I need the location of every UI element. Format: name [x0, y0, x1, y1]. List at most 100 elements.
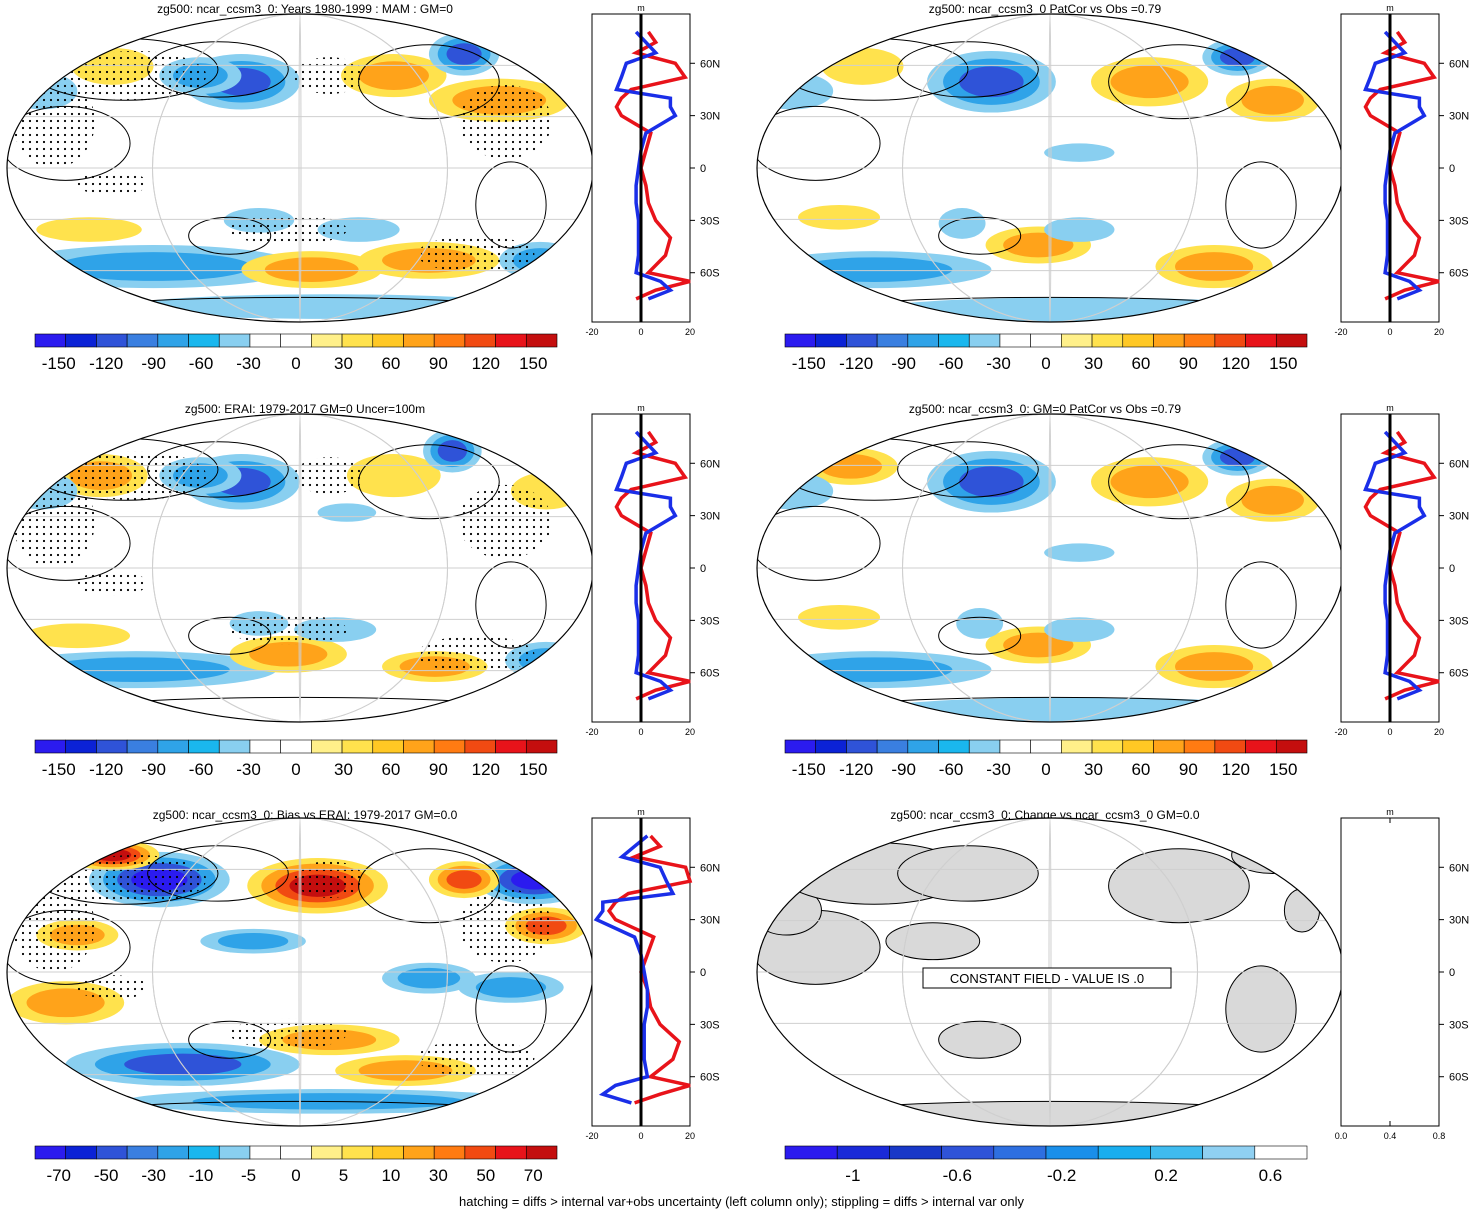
- profile-lat-label: 60S: [1449, 268, 1469, 280]
- anomaly-contour: [446, 870, 482, 889]
- colorbar-tick-label: 150: [519, 760, 547, 779]
- colorbar-swatch: [876, 739, 909, 754]
- colorbar-tick-label: -150: [792, 354, 826, 373]
- anomaly-contour: [959, 66, 1024, 98]
- coastline: [1225, 161, 1297, 249]
- anomaly-contour: [938, 208, 986, 239]
- graticule-meridian: [1048, 414, 1052, 722]
- profile-x-label: 0: [1387, 327, 1392, 337]
- coastline: [897, 441, 1039, 498]
- colorbar-swatch: [65, 739, 97, 754]
- profile-lat-label: 30S: [1449, 1019, 1469, 1031]
- anomaly-contour: [217, 932, 289, 950]
- profile-x-label: 20: [685, 327, 695, 337]
- colorbar-swatch: [1245, 739, 1277, 754]
- profile-obs: m 60N 30N 0 30S 60S -20 0 20: [585, 403, 720, 737]
- stippling: [417, 235, 535, 273]
- colorbar-tick-label: 0: [291, 760, 300, 779]
- colorbar-tick-label: 60: [381, 760, 400, 779]
- colorbar-tick-label: 90: [429, 760, 448, 779]
- colorbar-swatch: [464, 333, 496, 348]
- stippling: [77, 571, 148, 596]
- panel-title: zg500: ncar_ccsm3_0 PatCor vs Obs =0.79: [928, 2, 1162, 16]
- colorbar-tick-label: 120: [1222, 354, 1250, 373]
- graticule-meridian: [902, 818, 1198, 1126]
- profile-lat-label: 60N: [1449, 58, 1469, 70]
- anomaly-contour: [1241, 485, 1304, 515]
- colorbar-swatch: [1275, 333, 1308, 348]
- colorbar-swatch: [280, 1145, 312, 1160]
- colorbar-swatch: [372, 1145, 404, 1160]
- colorbar-swatch: [993, 1145, 1047, 1160]
- map-model-patcor: [756, 13, 1344, 323]
- colorbar-swatch: [464, 1145, 496, 1160]
- anomaly-contour: [1110, 65, 1189, 99]
- colorbar-swatch: [341, 1145, 374, 1160]
- profile-model-line: [614, 30, 691, 301]
- colorbar-swatch: [341, 333, 374, 348]
- colorbar-swatch: [433, 333, 466, 348]
- colorbar-tick-label: -60: [189, 760, 214, 779]
- graticule-meridian: [298, 414, 302, 722]
- colorbar-swatch: [815, 333, 847, 348]
- colorbar-swatch: [1030, 333, 1062, 348]
- colorbar-tick-label: -60: [939, 354, 964, 373]
- colorbar-swatch: [938, 739, 970, 754]
- anomaly-contour: [1219, 447, 1256, 467]
- colorbar-swatch: [34, 333, 67, 348]
- colorbar-swatch: [311, 333, 343, 348]
- map-field: [757, 14, 1343, 322]
- colorbar-swatch: [433, 1145, 466, 1160]
- colorbar-swatch: [403, 739, 435, 754]
- colorbar-tick-label: -90: [141, 354, 166, 373]
- colorbar-swatch: [1153, 333, 1185, 348]
- colorbar-swatch: [495, 739, 527, 754]
- colorbar-tick-label: -30: [236, 760, 261, 779]
- land-mass: [885, 922, 981, 961]
- colorbar-swatch: [968, 333, 1001, 348]
- profile-lat-label: 0: [1449, 163, 1455, 175]
- colorbar-tick-label: -30: [986, 760, 1011, 779]
- colorbar-swatch: [1150, 1145, 1203, 1160]
- colorbar-tick-label: 150: [519, 354, 547, 373]
- anomaly-contour: [757, 72, 834, 110]
- colorbar-swatch: [218, 1145, 251, 1160]
- map-change: CONSTANT FIELD - VALUE IS .0: [756, 817, 1344, 1127]
- anomaly-contour: [36, 217, 142, 242]
- anomaly-contour: [42, 657, 230, 682]
- colorbar-swatch: [126, 1145, 159, 1160]
- colorbar-tick-label: -150: [42, 760, 76, 779]
- colorbar-swatch: [907, 739, 939, 754]
- profile-x-label: 0: [638, 1131, 643, 1141]
- coastline: [1225, 561, 1297, 649]
- anomaly-contour: [317, 503, 377, 522]
- colorbar-tick-label: 90: [1179, 354, 1198, 373]
- profile-lat-label: 30N: [700, 915, 720, 927]
- colorbar-tick-label: 5: [339, 1166, 348, 1185]
- land-mass: [1283, 888, 1321, 933]
- colorbar-swatch: [846, 333, 878, 348]
- stippling: [294, 861, 365, 899]
- profile-frame: [1340, 817, 1440, 1127]
- profile-lat-label: 30S: [700, 1019, 720, 1031]
- colorbar-swatch: [188, 333, 220, 348]
- colorbar-swatch: [1275, 739, 1308, 754]
- colorbar-tick-label: 0: [291, 354, 300, 373]
- constant-field-label: CONSTANT FIELD - VALUE IS .0: [950, 971, 1144, 986]
- colorbar-swatch: [403, 333, 435, 348]
- profile-model-line: [606, 834, 693, 1105]
- colorbar-swatch: [34, 739, 67, 754]
- colorbar-swatch: [495, 1145, 527, 1160]
- colorbar-swatch: [525, 1145, 558, 1160]
- colorbar-tick-label: -30: [986, 354, 1011, 373]
- colorbar-swatch: [846, 739, 878, 754]
- colorbar-tick-label: 120: [1222, 760, 1250, 779]
- anomaly-contour: [798, 604, 881, 630]
- colorbar-swatch: [311, 1145, 343, 1160]
- profile-x-label: -20: [585, 327, 598, 337]
- anomaly-contour: [1241, 85, 1304, 115]
- anomaly-contour: [475, 977, 547, 998]
- graticule-meridian: [902, 14, 1198, 322]
- colorbar-tick-label: 150: [1269, 354, 1297, 373]
